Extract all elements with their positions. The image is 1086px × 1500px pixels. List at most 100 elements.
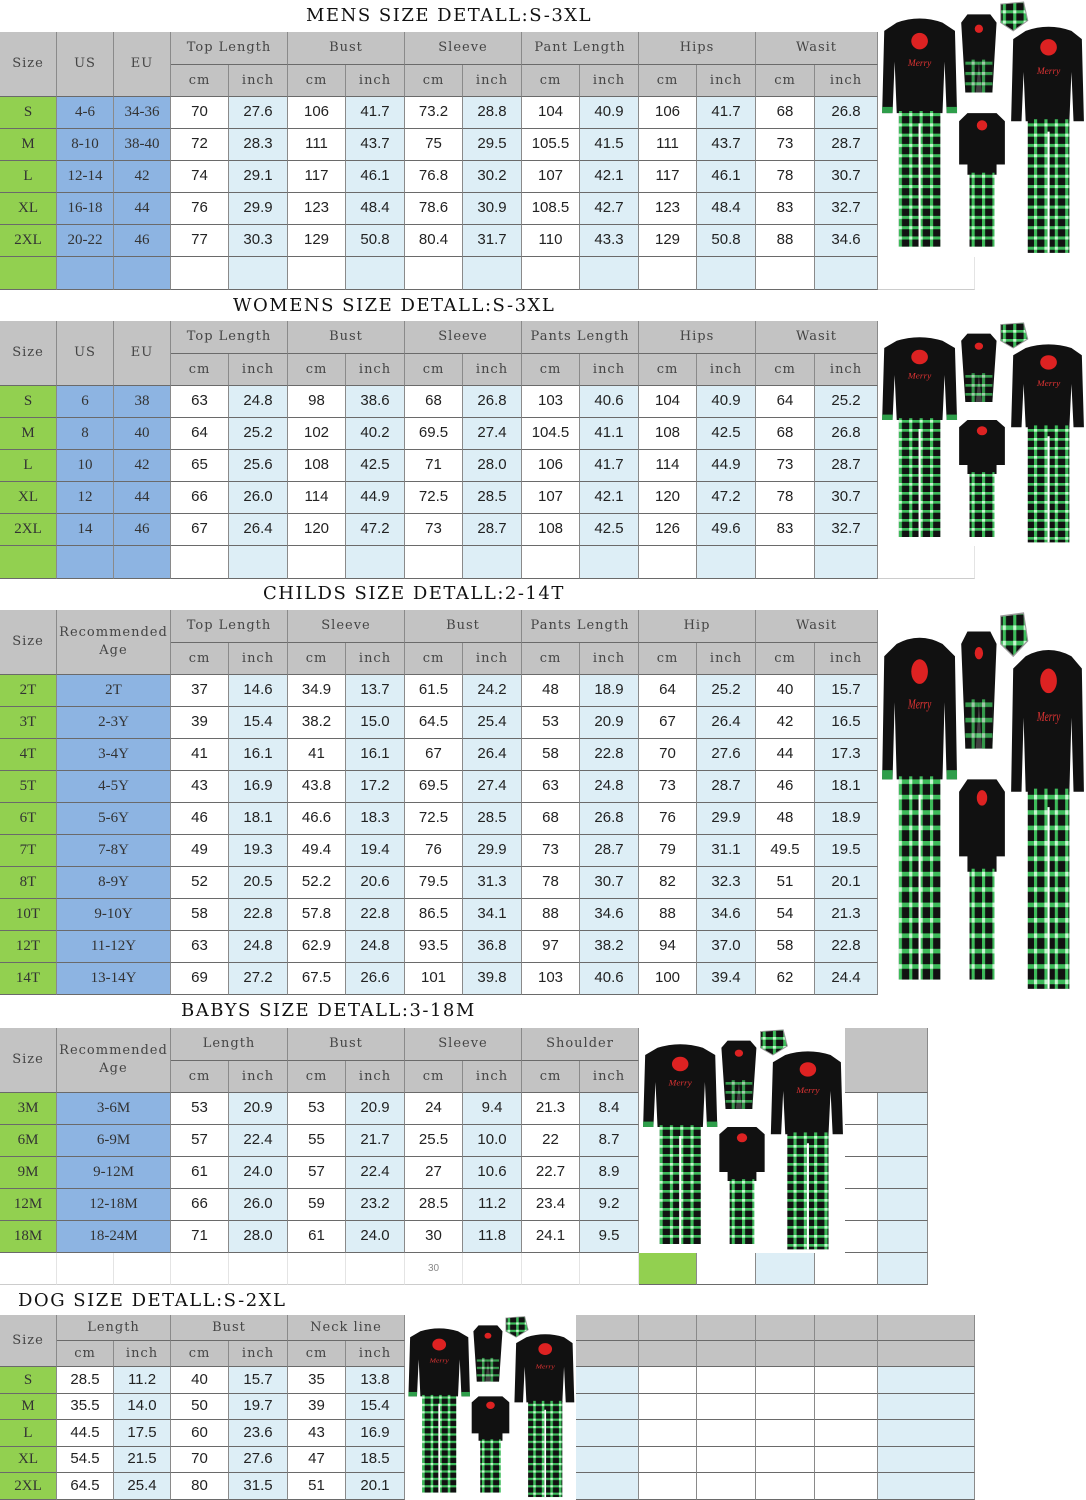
measurement-cell: 26.8 [815,418,878,450]
measurement-cell: 62 [756,963,815,995]
measurement-cell-text: 21.7 [360,1131,390,1149]
measurement-cell-text: 123 [654,199,681,217]
size-equivalent-cell-text: 3-6M [96,1100,131,1117]
unit-header-inch: inch [815,643,878,675]
unit-header-inch: inch [580,1061,639,1093]
measurement-cell: 38.6 [346,386,405,418]
measurement-cell-text: 39 [191,713,208,731]
measurement-cell-text: 24.8 [243,937,273,955]
measurement-cell-text: 40.6 [594,969,624,987]
unit-header-cm-text: cm [774,361,796,377]
measurement-cell-text: 78 [542,873,559,891]
measurement-cell-text: 39 [308,1397,325,1415]
measurement-cell-text: 50.8 [711,231,741,249]
unit-header-cm: cm [288,643,346,675]
size-cell: XL [0,1446,57,1474]
empty-cell [878,1473,975,1500]
measurement-cell: 30.7 [580,867,639,899]
measurement-cell: 29.9 [463,835,522,867]
size-equivalent-cell-text: 4-6 [75,104,95,121]
empty-cell [697,546,756,579]
measurement-cell-text: 73 [425,520,442,538]
measurement-cell-text: 21.3 [831,905,861,923]
size-cell-text: M [21,136,35,153]
measurement-cell-text: 93.5 [418,937,449,955]
measurement-cell-text: 24.2 [477,681,507,699]
measurement-cell: 20.9 [229,1093,288,1125]
size-cell-text: 3M [17,1100,39,1117]
measurement-cell: 64.5 [57,1473,114,1500]
measurement-cell: 75 [405,129,463,161]
measurement-cell-text: 44.5 [70,1423,100,1441]
unit-header-inch-text: inch [475,1068,509,1084]
empty-cell [878,1420,975,1447]
size-cell-text: M [21,1398,35,1415]
measurement-cell-text: 40 [191,1370,208,1388]
measurement-cell: 41.1 [580,418,639,450]
measurement-cell-text: 13.7 [360,681,390,699]
measurement-cell-text: 48.4 [360,199,390,217]
measurement-cell-text: 24.4 [831,969,861,987]
measurement-cell-text: 34.9 [301,681,332,699]
measurement-cell: 80.4 [405,225,463,257]
measurement-cell: 63 [171,931,229,963]
measurement-cell-text: 25.2 [711,681,741,699]
measurement-cell-text: 27.2 [243,969,273,987]
measurement-cell-text: 40.2 [360,424,390,442]
measurement-cell-text: 27.4 [477,777,507,795]
measurement-cell-text: 29.5 [477,135,507,153]
measurement-cell: 40 [171,1367,229,1394]
measurement-cell: 129 [639,225,697,257]
size-equivalent-cell: 20-22 [57,225,114,257]
empty-cell [57,546,114,579]
unit-header-inch-text: inch [125,1345,159,1361]
size-cell: 2XL [0,1473,57,1500]
measurement-cell: 46.1 [697,161,756,193]
column-header: Size [0,1315,57,1367]
measurement-cell-text: 28.7 [594,841,624,859]
measurement-cell-text: 61 [308,1227,325,1245]
unit-header-cm-text: cm [188,1068,211,1084]
measurement-cell-text: 106 [303,103,330,121]
measurement-cell: 34.9 [288,675,346,707]
measurement-cell: 26.6 [346,963,405,995]
measurement-cell: 39.4 [697,963,756,995]
measurement-cell: 43 [171,771,229,803]
measurement-cell: 43.3 [580,225,639,257]
empty-cell [576,1420,639,1447]
pajama-family-icon [878,0,1086,257]
measurement-cell: 29.1 [229,161,288,193]
unit-header-cm: cm [405,65,463,97]
measurement-cell: 26.8 [580,803,639,835]
measurement-cell-text: 68 [425,392,442,410]
empty-cell [639,1446,697,1474]
measurement-cell-text: 114 [304,488,329,506]
measurement-cell: 55 [288,1125,346,1157]
group-header: Bust [405,610,522,643]
measurement-cell: 51 [288,1473,346,1500]
measurement-cell: 59 [288,1189,346,1221]
measurement-cell: 43.7 [346,129,405,161]
measurement-cell: 106 [639,97,697,129]
measurement-cell-text: 26.0 [243,1195,273,1213]
size-equivalent-cell: 6 [57,386,114,418]
measurement-cell-text: 22.8 [594,745,624,763]
measurement-cell-text: 25.2 [243,424,273,442]
size-cell: L [0,450,57,482]
group-header-text: Bust [329,329,363,345]
measurement-cell: 22.8 [815,931,878,963]
measurement-cell: 24.8 [346,931,405,963]
measurement-cell: 53 [171,1093,229,1125]
unit-header-inch: inch [346,1061,405,1093]
size-cell: 8T [0,867,57,899]
size-equivalent-cell-text: 2T [105,682,122,699]
measurement-cell: 21.3 [815,899,878,931]
empty-cell [878,1446,975,1474]
measurement-cell: 111 [639,129,697,161]
measurement-cell-text: 30 [425,1227,442,1245]
measurement-cell-text: 73 [659,777,676,795]
measurement-cell: 76 [171,193,229,225]
measurement-cell-text: 29.9 [243,199,273,217]
measurement-cell: 69 [171,963,229,995]
group-header: Hips [639,32,756,65]
